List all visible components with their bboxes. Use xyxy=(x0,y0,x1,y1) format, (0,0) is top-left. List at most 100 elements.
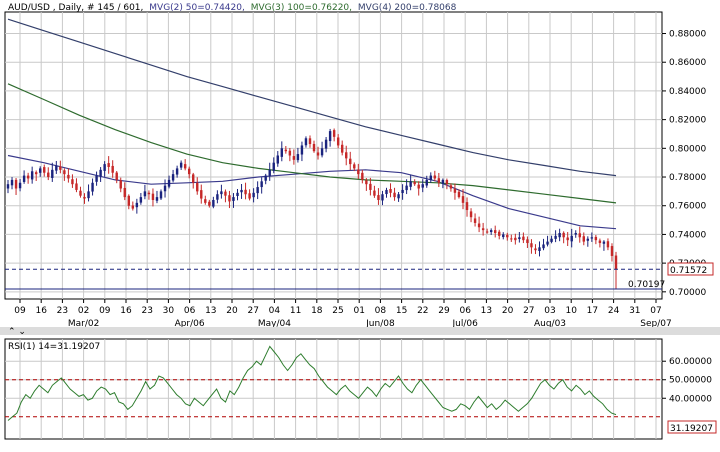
candle-body xyxy=(594,236,598,241)
candle-body xyxy=(288,150,292,156)
day-label: 09 xyxy=(14,306,26,316)
candle-body xyxy=(268,169,271,176)
price-tick-label: 0.82000 xyxy=(669,116,706,126)
day-label: 20 xyxy=(502,306,514,316)
candle-body xyxy=(220,191,223,195)
moving-average-line xyxy=(7,154,617,230)
panel-splitter[interactable] xyxy=(0,327,720,335)
candle-body xyxy=(506,234,509,238)
candle-body xyxy=(232,197,235,201)
candle-body xyxy=(477,223,481,228)
mvg4-label: MVG(4) 200=0.78068 xyxy=(358,3,457,13)
candle-body xyxy=(461,196,465,203)
day-label: 10 xyxy=(565,306,577,316)
candle-body xyxy=(139,197,143,203)
candle-body xyxy=(292,156,296,160)
rsi-panel xyxy=(4,338,663,440)
candle-body xyxy=(425,179,428,186)
candle-body xyxy=(538,247,541,251)
day-label: 11 xyxy=(290,306,301,316)
time-axis: 09 16 23 02 09 16 23 30 06 13 20 27 04 11 18 25 01 08 15 22… xyxy=(14,299,672,329)
candle-body xyxy=(79,190,82,196)
candle-body xyxy=(574,232,577,235)
candle-body xyxy=(107,163,110,167)
moving-average-line xyxy=(7,18,617,177)
day-label: 30 xyxy=(163,306,175,316)
candle-body xyxy=(228,195,231,202)
candle-body xyxy=(47,172,50,178)
candle-body xyxy=(30,171,34,180)
candle-body xyxy=(264,175,267,181)
candle-body xyxy=(196,182,199,192)
day-label: 23 xyxy=(141,306,152,316)
candle-body xyxy=(510,238,513,240)
month-label: Mar/02 xyxy=(68,319,99,329)
candle-body xyxy=(602,241,606,244)
mvg2-label: MVG(2) 50=0.74420, xyxy=(149,3,245,13)
candle-body xyxy=(304,138,308,146)
candle-body xyxy=(236,192,239,197)
symbol-title: AUD/USD , Daily, # 145 / 601, xyxy=(8,3,143,13)
candle-body xyxy=(163,185,167,192)
candle-body xyxy=(147,192,151,195)
rsi-axis: 40.00000 50.00000 60.00000 xyxy=(662,357,712,404)
candle-body xyxy=(248,193,251,199)
candle-body xyxy=(489,230,493,233)
candle-body xyxy=(381,194,384,201)
day-label: 02 xyxy=(78,306,89,316)
price-tick-label: 0.78000 xyxy=(669,173,706,183)
mvg3-label: MVG(3) 100=0.76220, xyxy=(251,3,352,13)
candle-body xyxy=(437,178,441,183)
candle-body xyxy=(345,152,348,159)
candle-body xyxy=(6,184,10,189)
candle-body xyxy=(421,184,424,188)
candle-body xyxy=(369,183,372,190)
candle-body xyxy=(99,169,102,177)
candle-body xyxy=(373,190,376,196)
candlesticks xyxy=(6,128,618,289)
candle-body xyxy=(224,191,227,196)
candle-body xyxy=(87,191,90,199)
candle-body xyxy=(485,231,489,233)
splitter-handle-icon[interactable]: ⌃ ⌄ xyxy=(8,327,26,337)
candle-body xyxy=(562,232,565,238)
candle-body xyxy=(349,158,352,165)
day-label: 29 xyxy=(438,306,450,316)
day-label: 25 xyxy=(332,306,343,316)
candle-body xyxy=(481,228,485,231)
price-reference-lines xyxy=(5,268,662,290)
candle-body xyxy=(522,236,525,241)
candle-body xyxy=(175,168,179,175)
day-label: 04 xyxy=(269,306,281,316)
candle-body xyxy=(502,234,505,238)
candle-body xyxy=(91,182,94,192)
day-label: 18 xyxy=(311,306,323,316)
day-label: 27 xyxy=(247,306,258,316)
candle-body xyxy=(433,175,437,179)
price-tick-label: 0.84000 xyxy=(669,87,706,97)
rsi-tick-label: 60.00000 xyxy=(669,357,712,367)
candle-body xyxy=(558,232,561,238)
candle-body xyxy=(570,235,573,242)
candle-body xyxy=(183,164,187,169)
candle-body xyxy=(135,202,139,208)
candle-body xyxy=(449,185,453,189)
candle-body xyxy=(55,165,58,171)
moving-average-lines xyxy=(7,18,617,230)
candle-body xyxy=(75,183,78,190)
day-label: 06 xyxy=(184,306,196,316)
candle-body xyxy=(308,138,312,145)
candle-body xyxy=(131,205,135,209)
candle-body xyxy=(171,174,175,181)
candle-body xyxy=(167,179,171,187)
rsi-value-label: 31.19207 xyxy=(670,424,713,434)
day-label: 24 xyxy=(608,306,620,316)
month-label: Aug/03 xyxy=(534,319,566,329)
candle-body xyxy=(51,169,54,178)
rsi-tick-label: 50.00000 xyxy=(669,376,712,386)
candle-body xyxy=(590,237,594,239)
candle-body xyxy=(328,131,332,142)
candle-body xyxy=(59,166,62,170)
candle-body xyxy=(103,164,106,171)
